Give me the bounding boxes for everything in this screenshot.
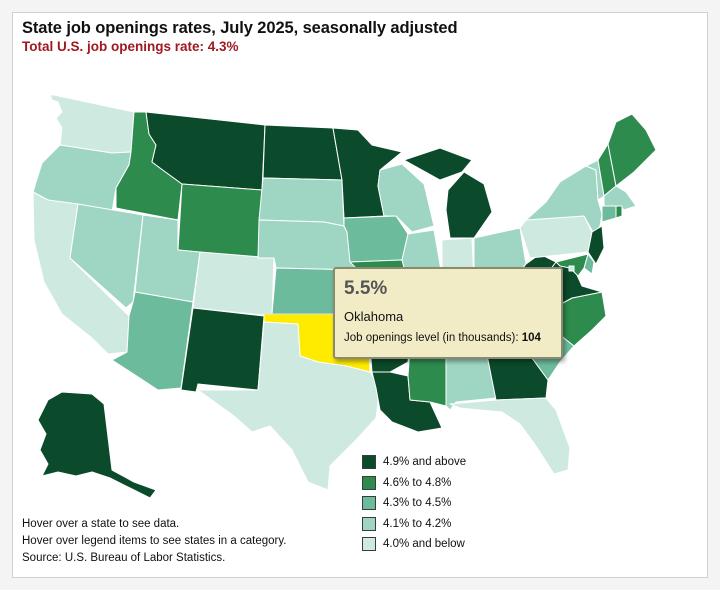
state-NJ[interactable] — [587, 225, 605, 265]
state-FL[interactable] — [449, 397, 571, 475]
state-CT[interactable] — [601, 205, 617, 223]
state-MI[interactable] — [403, 147, 493, 239]
legend-item-cat3[interactable]: 4.3% to 4.5% — [362, 493, 466, 514]
chart-title: State job openings rates, July 2025, sea… — [22, 19, 458, 37]
legend-item-cat5[interactable]: 4.0% and below — [362, 534, 466, 555]
legend-item-cat4[interactable]: 4.1% to 4.2% — [362, 514, 466, 535]
state-CO[interactable] — [192, 251, 275, 317]
state-PA[interactable] — [519, 215, 593, 259]
state-OR[interactable] — [32, 144, 132, 213]
legend-swatch — [362, 455, 376, 470]
tooltip-state-name: Oklahoma — [344, 309, 404, 324]
state-WA[interactable] — [49, 94, 135, 154]
state-ND[interactable] — [262, 124, 343, 181]
legend-swatch — [362, 496, 376, 511]
state-WY[interactable] — [177, 183, 263, 259]
state-tooltip: 5.5% Oklahoma Job openings level (in tho… — [333, 267, 563, 359]
state-DC[interactable] — [568, 265, 575, 272]
state-AZ[interactable] — [111, 291, 194, 391]
footnote-source: Source: U.S. Bureau of Labor Statistics. — [22, 552, 226, 564]
state-CA[interactable] — [32, 191, 130, 355]
state-TX[interactable] — [197, 321, 381, 491]
state-NM[interactable] — [180, 307, 265, 393]
legend-item-cat1[interactable]: 4.9% and above — [362, 452, 466, 473]
tooltip-level-value: 104 — [521, 332, 541, 344]
tooltip-rate: 5.5% — [344, 278, 388, 299]
state-SD[interactable] — [258, 177, 345, 227]
legend: 4.9% and above 4.6% to 4.8% 4.3% to 4.5%… — [362, 452, 466, 555]
state-WI[interactable] — [377, 163, 435, 233]
tooltip-level-label: Job openings level (in thousands): — [344, 332, 519, 344]
state-MD[interactable] — [555, 253, 589, 277]
state-NV[interactable] — [69, 203, 144, 309]
state-IA[interactable] — [343, 215, 409, 263]
state-AK[interactable] — [37, 391, 157, 499]
chart-subtitle: Total U.S. job openings rate: 4.3% — [22, 39, 239, 54]
legend-label: 4.9% and above — [383, 456, 467, 469]
state-ME[interactable] — [607, 113, 657, 187]
legend-label: 4.6% to 4.8% — [383, 476, 452, 489]
footnotes: Hover over a state to see data. Hover ov… — [22, 516, 286, 567]
legend-swatch — [362, 516, 376, 531]
legend-item-cat2[interactable]: 4.6% to 4.8% — [362, 473, 466, 494]
legend-swatch — [362, 537, 376, 552]
footnote-hover-state: Hover over a state to see data. — [22, 518, 180, 530]
legend-label: 4.3% to 4.5% — [383, 497, 452, 510]
footnote-hover-legend: Hover over legend items to see states in… — [22, 535, 287, 547]
legend-swatch — [362, 475, 376, 490]
state-LA[interactable] — [371, 371, 443, 433]
state-RI[interactable] — [615, 205, 623, 219]
legend-label: 4.1% to 4.2% — [383, 517, 452, 530]
legend-label: 4.0% and below — [383, 538, 465, 551]
tooltip-level: Job openings level (in thousands): 104 — [344, 332, 541, 344]
